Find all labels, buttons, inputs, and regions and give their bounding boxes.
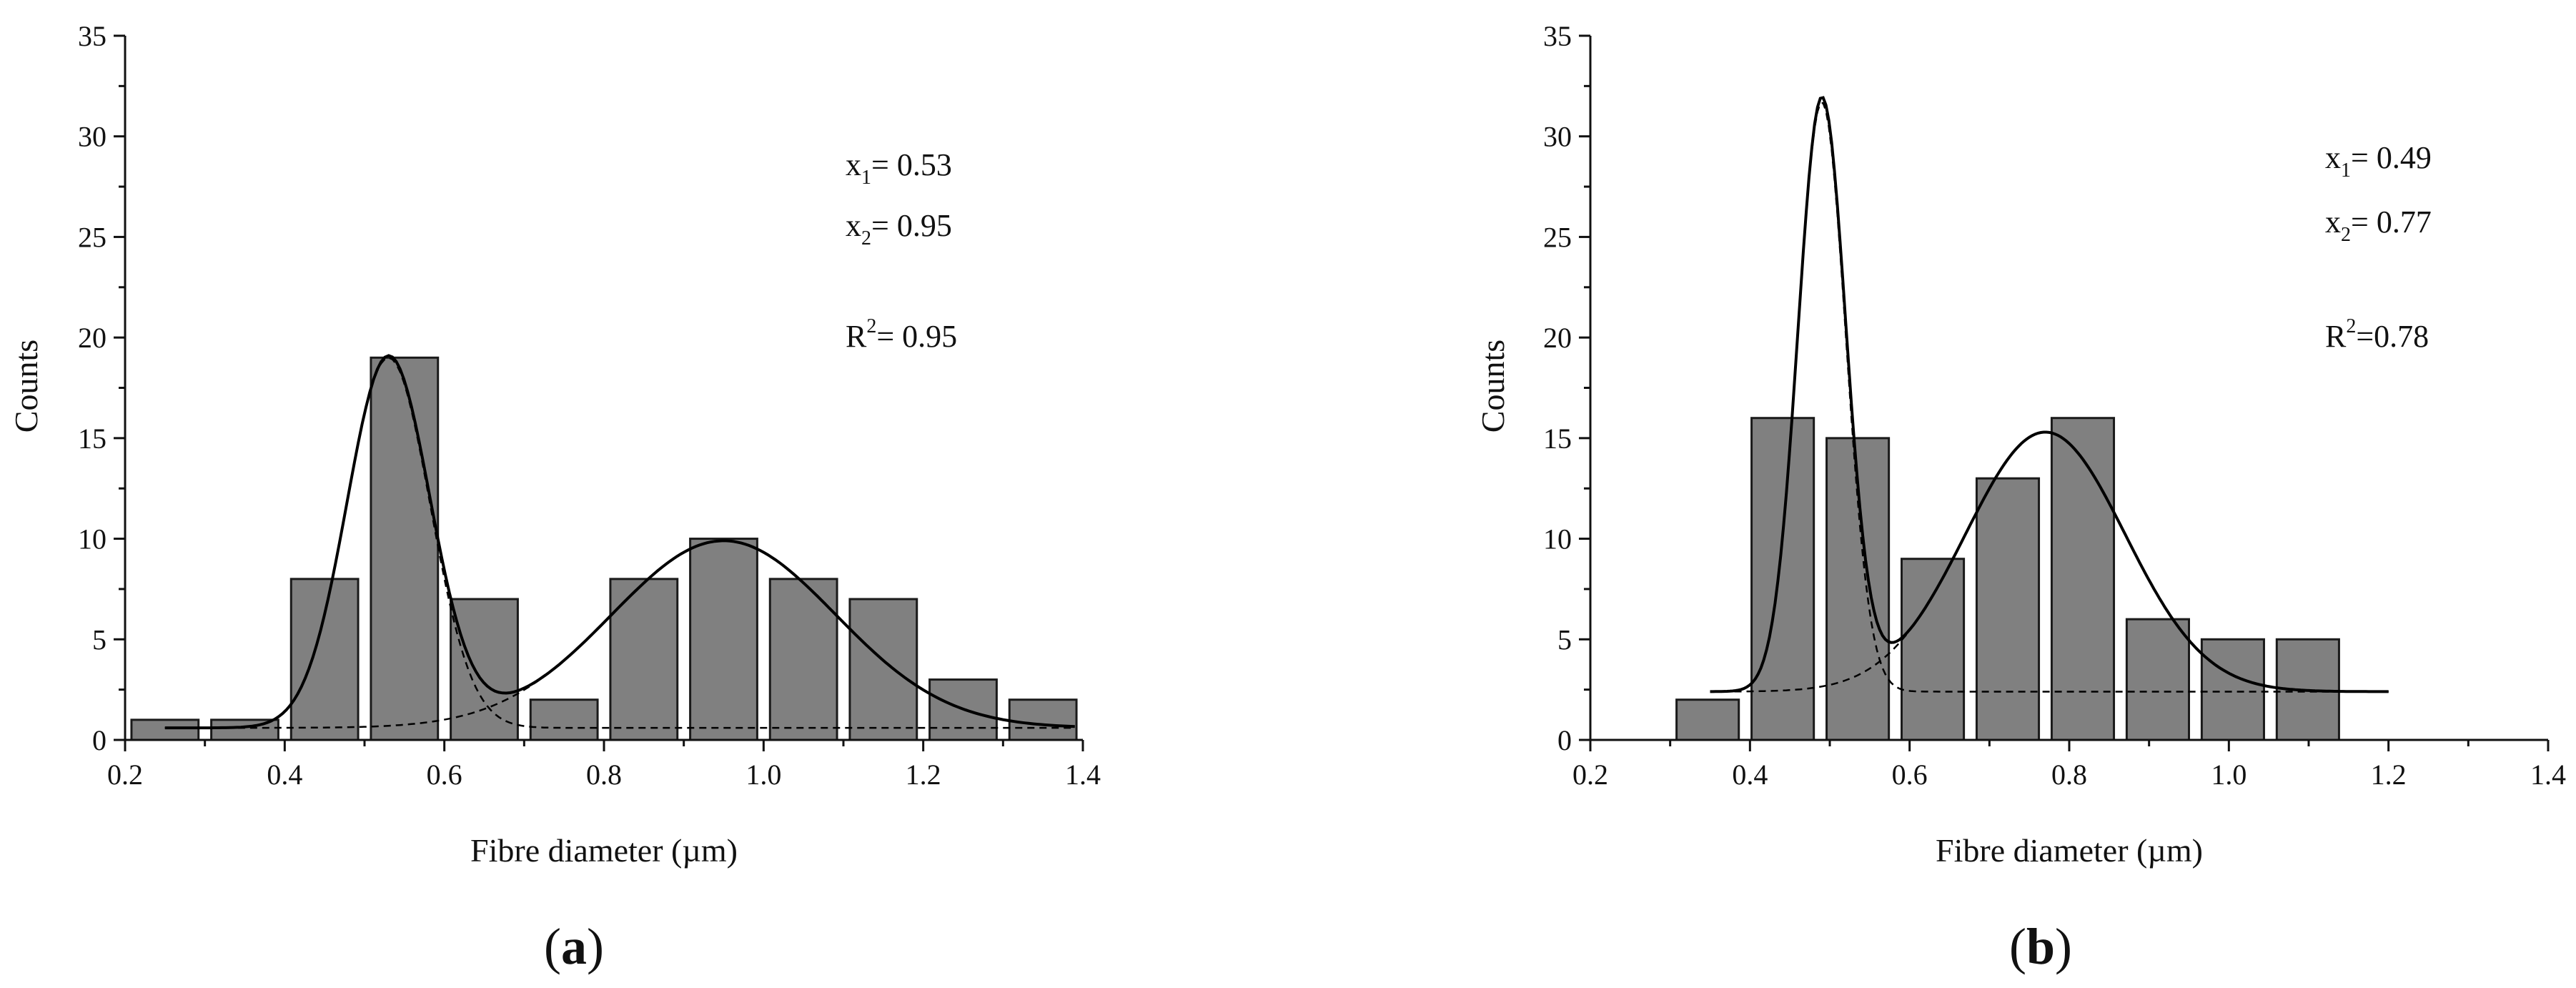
annotation-r2-superscript: 2 xyxy=(2346,315,2356,337)
annotation-r2-value: =0.78 xyxy=(2356,319,2429,354)
x-tick-label: 0.6 xyxy=(1892,759,1928,791)
x-tick-label: 0.2 xyxy=(107,759,143,791)
histogram-bar xyxy=(370,356,440,741)
histogram-bar xyxy=(1901,558,1966,741)
annotation-x2: x2= 0.95 xyxy=(846,208,952,250)
histogram-bar xyxy=(848,598,918,741)
histogram-bar xyxy=(2200,638,2265,741)
y-tick-label: 35 xyxy=(1543,20,1572,52)
annotation-x2-subscript: 2 xyxy=(2341,224,2351,246)
y-axis-label: Counts xyxy=(8,340,44,433)
y-tick-label: 0 xyxy=(1557,724,1572,756)
y-tick-label: 25 xyxy=(78,221,106,253)
annotation-r2-symbol: R xyxy=(2325,319,2347,354)
annotation-x1: x1= 0.49 xyxy=(2325,140,2432,182)
y-tick-label: 15 xyxy=(1543,423,1572,455)
fit-cumulative-curve xyxy=(164,354,1075,730)
y-tick-label: 30 xyxy=(78,121,106,153)
y-tick-label: 5 xyxy=(92,623,106,656)
bars-group-a xyxy=(130,356,1078,741)
annotation-x1-symbol: x xyxy=(846,147,861,182)
x-axis-label: Fibre diameter (µm) xyxy=(1936,832,2203,869)
bars-group-b xyxy=(1675,417,2340,741)
x-tick-label: 0.8 xyxy=(2051,759,2087,791)
annotation-x2: x2= 0.77 xyxy=(2325,204,2432,246)
histogram-bar xyxy=(1008,698,1078,741)
y-tick-label: 10 xyxy=(78,523,106,555)
histogram-bar xyxy=(2050,417,2116,741)
histogram-bar xyxy=(609,578,679,741)
annotation-r2: R2=0.78 xyxy=(2325,315,2429,354)
x-tick-label: 1.2 xyxy=(2371,759,2407,791)
y-tick-label: 0 xyxy=(92,724,106,756)
y-tick-label: 35 xyxy=(78,20,106,52)
x-tick-label: 0.6 xyxy=(427,759,462,791)
annotation-x2-value: = 0.95 xyxy=(871,208,952,243)
annotation-x1-value: = 0.53 xyxy=(871,147,952,182)
fit-curves-b xyxy=(1710,96,2389,693)
fit-cumulative-curve xyxy=(1710,96,2389,693)
annotation-r2: R2= 0.95 xyxy=(846,315,957,354)
histogram-bar xyxy=(689,538,758,741)
y-tick-label: 20 xyxy=(78,322,106,354)
x-tick-label: 0.8 xyxy=(586,759,622,791)
fit-peak-1-dashed xyxy=(1710,102,2389,693)
annotation-x2-subscript: 2 xyxy=(861,227,871,250)
annotation-x2-symbol: x xyxy=(2325,204,2341,239)
y-tick-label: 20 xyxy=(1543,322,1572,354)
histogram-bar xyxy=(1675,698,1740,741)
x-tick-label: 1.2 xyxy=(906,759,941,791)
histogram-bar xyxy=(450,598,519,741)
y-tick-label: 5 xyxy=(1557,623,1572,656)
chart-panel-b: 0 5 10 15 20 25 30 35 0.2 0.4 0.6 0.8 1.0 1.2 1.4 Coun… xyxy=(1475,20,2566,975)
panel-label-b: (b) xyxy=(2009,918,2072,975)
y-tick-label: 30 xyxy=(1543,121,1572,153)
x-axis-label: Fibre diameter (µm) xyxy=(470,832,738,869)
x-tick-label: 0.4 xyxy=(267,759,302,791)
annotation-x1-subscript: 1 xyxy=(861,167,871,189)
x-tick-label: 1.0 xyxy=(745,759,781,791)
annotation-x2-symbol: x xyxy=(846,208,861,243)
y-tick-label: 10 xyxy=(1543,523,1572,555)
axes-b: 0 5 10 15 20 25 30 35 0.2 0.4 0.6 0.8 1.0 1.2 1.4 xyxy=(1543,20,2566,791)
x-tick-label: 1.0 xyxy=(2211,759,2246,791)
histogram-bar xyxy=(1750,417,1815,741)
y-axis-label: Counts xyxy=(1475,340,1511,433)
axes-a: 0 5 10 15 20 25 30 35 0.2 0.4 0.6 0.8 1.0 1.2 1.4 xyxy=(78,20,1101,791)
x-tick-label: 0.2 xyxy=(1572,759,1608,791)
annotation-x1-value: = 0.49 xyxy=(2351,140,2432,175)
annotation-x1-subscript: 1 xyxy=(2341,159,2351,182)
x-tick-label: 1.4 xyxy=(2530,759,2566,791)
histogram-bar xyxy=(2125,618,2190,741)
histogram-bar xyxy=(529,698,599,741)
histogram-bar xyxy=(768,578,838,741)
x-tick-label: 1.4 xyxy=(1065,759,1101,791)
fit-curves-a xyxy=(164,354,1075,730)
panel-label-a: (a) xyxy=(544,918,604,975)
annotation-x1-symbol: x xyxy=(2325,140,2341,175)
y-tick-label: 15 xyxy=(78,423,106,455)
histogram-bar xyxy=(130,718,200,741)
histogram-bar xyxy=(289,578,360,741)
histogram-bar xyxy=(1975,477,2041,741)
annotation-x2-value: = 0.77 xyxy=(2351,204,2432,239)
chart-panel-a: 0 5 10 15 20 25 30 35 0.2 0.4 0.6 0.8 1.0 1.2 1.4 Coun… xyxy=(8,20,1101,975)
annotation-r2-superscript: 2 xyxy=(866,315,876,337)
y-tick-label: 25 xyxy=(1543,221,1572,253)
annotation-r2-symbol: R xyxy=(846,319,867,354)
x-tick-label: 0.4 xyxy=(1732,759,1768,791)
annotation-x1: x1= 0.53 xyxy=(846,147,952,189)
annotation-r2-value: = 0.95 xyxy=(876,319,957,354)
